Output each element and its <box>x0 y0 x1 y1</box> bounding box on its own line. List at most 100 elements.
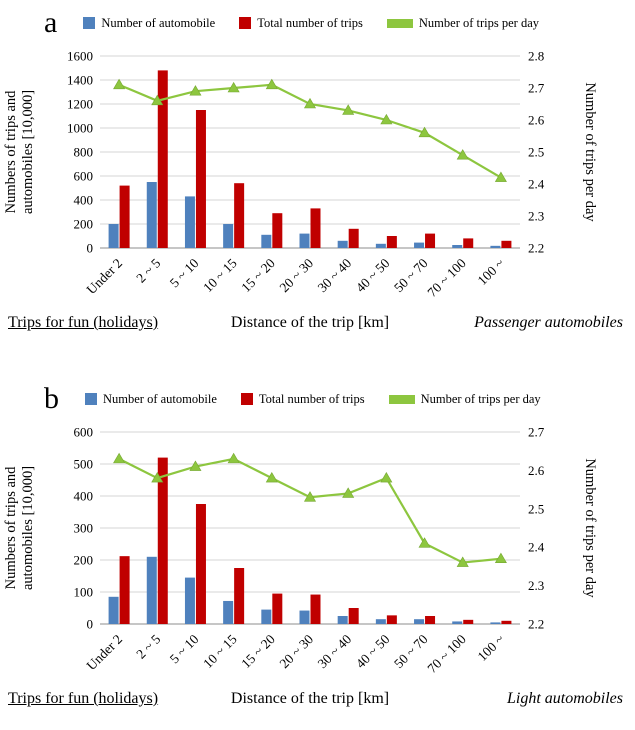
total-trips-bar <box>310 594 321 624</box>
total-trips-bar <box>386 615 397 624</box>
category-label: 10 ~ 15 <box>200 631 240 671</box>
chart-a-header: a Number of automobile Total number of t… <box>0 6 635 40</box>
legend-swatch-trips-per-day-icon <box>388 394 415 404</box>
category-label: 30 ~ 40 <box>315 255 355 295</box>
trips-per-day-line <box>118 457 502 564</box>
chart-b: b Number of automobile Total number of t… <box>0 382 635 718</box>
right-tick-label: 2.4 <box>528 177 545 192</box>
left-axis-title: Numbers of trips and <box>3 466 19 590</box>
category-label: 40 ~ 50 <box>353 631 393 671</box>
right-tick-label: 2.3 <box>528 578 544 593</box>
total-trips-bar <box>386 236 397 248</box>
total-trips-bar <box>463 238 474 248</box>
line-marker-icon <box>303 491 317 502</box>
total-trips-bar <box>501 620 512 624</box>
legend-swatch-automobile-icon <box>85 393 97 405</box>
category-label: 2 ~ 5 <box>133 631 163 661</box>
legend-label-trips-per-day: Number of trips per day <box>420 391 541 406</box>
category-label: 15 ~ 20 <box>238 255 278 295</box>
chart-a-plot: 0 200 400 600 800 1000 1200 1400 1600 2.2 2.3 2.4 2.… <box>3 49 598 300</box>
category-label: 100 ~ <box>475 256 507 288</box>
legend-item-total-trips: Total number of trips <box>240 391 365 407</box>
right-tick-label: 2.5 <box>528 501 544 516</box>
left-tick-label: 100 <box>74 585 94 600</box>
line-marker-icon <box>151 471 164 483</box>
category-label: 100 ~ <box>475 632 507 664</box>
line-marker-icon <box>418 126 431 138</box>
legend-label-trips-per-day: Number of trips per day <box>418 15 540 30</box>
legend-item-trips-per-day: Number of trips per day <box>388 391 541 407</box>
left-tick-label: 500 <box>74 457 94 472</box>
chart-b-vehicle-type-label: Light automobiles <box>506 690 623 707</box>
legend-swatch-total-trips-icon <box>240 393 253 405</box>
category-label: 10 ~ 15 <box>200 255 240 295</box>
line-marker-icon <box>189 85 202 96</box>
figure: a Number of automobile Total number of t… <box>0 6 635 718</box>
panel-label-b: b <box>44 382 59 415</box>
right-tick-label: 2.6 <box>528 113 545 128</box>
category-label: 20 ~ 30 <box>276 255 316 295</box>
category-label: Under 2 <box>84 632 126 674</box>
left-tick-label: 0 <box>87 241 94 256</box>
left-axis-title: Numbers of trips and <box>3 90 19 214</box>
right-tick-label: 2.6 <box>528 463 545 478</box>
legend-label-automobile: Number of automobile <box>103 391 217 406</box>
category-label: Under 2 <box>84 256 126 298</box>
total-trips-bar <box>272 213 283 248</box>
left-tick-label: 800 <box>74 145 94 160</box>
total-trips-bar <box>195 110 206 248</box>
automobile-bar <box>108 224 119 248</box>
automobile-bar <box>223 600 234 624</box>
total-trips-bar <box>425 616 436 624</box>
total-trips-bar <box>157 70 168 249</box>
right-tick-label: 2.8 <box>528 49 544 64</box>
right-tick-label: 2.2 <box>528 241 544 256</box>
automobile-bar <box>337 240 348 248</box>
automobile-bar <box>490 245 501 248</box>
category-label: 70 ~ 100 <box>424 631 469 676</box>
category-label: 15 ~ 20 <box>238 631 278 671</box>
automobile-bar <box>375 243 386 248</box>
automobile-bar <box>223 224 234 248</box>
total-trips-bar <box>157 457 168 624</box>
chart-a-caption: Trips for fun (holidays) <box>8 314 159 331</box>
left-tick-label: 1600 <box>67 49 93 64</box>
left-tick-label: 600 <box>74 425 94 440</box>
right-axis-title: Number of trips per day <box>582 82 598 222</box>
category-label: 40 ~ 50 <box>353 255 393 295</box>
line-marker-icon <box>456 149 469 160</box>
automobile-bar <box>146 556 157 624</box>
line-marker-icon <box>227 81 240 93</box>
total-trips-bar <box>425 233 436 248</box>
total-trips-bar <box>119 185 130 248</box>
automobile-bar <box>184 577 195 624</box>
total-trips-bar <box>310 208 321 248</box>
chart-b-legend: Number of automobile Total number of tri… <box>85 392 541 407</box>
automobile-bar <box>414 242 425 248</box>
line-marker-icon <box>265 78 278 90</box>
left-tick-label: 200 <box>74 553 94 568</box>
line-marker-icon <box>494 552 507 564</box>
chart-b-caption: Trips for fun (holidays) <box>8 690 159 707</box>
legend-label-total-trips: Total number of trips <box>258 391 365 406</box>
line-marker-icon <box>303 97 317 109</box>
automobile-bar <box>375 619 386 624</box>
automobile-bar <box>146 182 157 248</box>
category-label: 30 ~ 40 <box>315 631 355 671</box>
left-tick-label: 300 <box>74 521 94 536</box>
legend-label-total-trips: Total number of trips <box>257 15 363 30</box>
total-trips-bar <box>119 556 130 624</box>
chart-a-footer: Trips for fun (holidays) Distance of the… <box>0 312 635 342</box>
total-trips-bar <box>348 228 359 248</box>
left-tick-label: 1000 <box>67 121 93 136</box>
total-trips-bar <box>272 593 283 624</box>
automobile-bar <box>261 609 272 624</box>
left-tick-label: 400 <box>74 489 94 504</box>
total-trips-bar <box>348 608 359 624</box>
left-axis-title: automobiles [10,000] <box>20 466 36 590</box>
category-label: 5 ~ 10 <box>167 255 202 290</box>
automobile-bar <box>490 622 501 624</box>
automobile-bar <box>108 596 119 624</box>
line-marker-icon <box>342 104 355 115</box>
line-marker-icon <box>380 471 393 483</box>
